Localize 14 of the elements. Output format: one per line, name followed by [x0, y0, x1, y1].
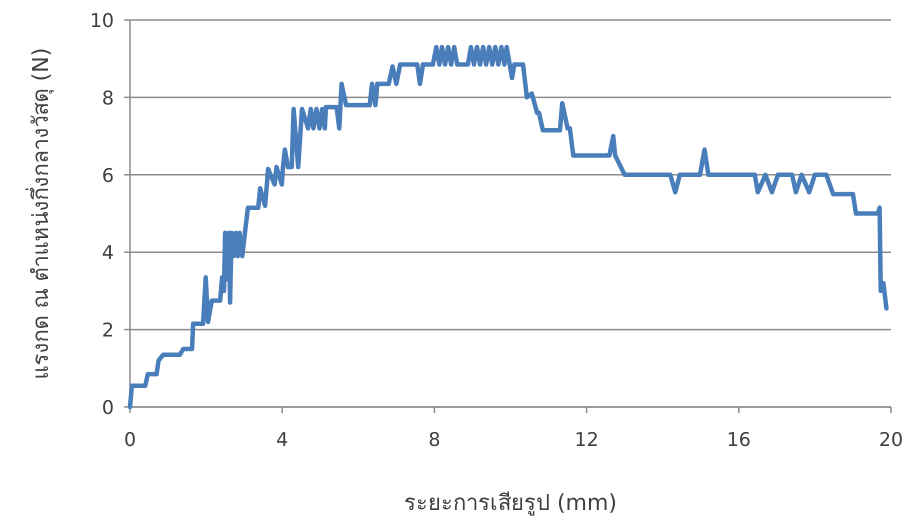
y-tick-label: 4: [102, 242, 114, 264]
x-tick-label: 4: [276, 429, 288, 451]
y-axis-title: แรงกด ณ ตำแหน่งกึ่งกลางวัสดุ (N): [25, 48, 54, 380]
x-tick-label: 0: [124, 429, 136, 451]
x-axis-title: ระยะการเสียรูป (mm): [404, 491, 618, 516]
y-tick-label: 8: [102, 87, 114, 110]
x-tick-label: 20: [878, 429, 904, 451]
y-tick-label: 10: [90, 10, 114, 32]
x-tick-label: 16: [726, 429, 751, 451]
y-tick-label: 6: [102, 164, 114, 187]
x-tick-label: 12: [574, 429, 599, 451]
y-tick-label: 0: [102, 397, 114, 419]
y-tick-label: 2: [102, 320, 114, 342]
x-tick-label: 8: [428, 429, 440, 451]
